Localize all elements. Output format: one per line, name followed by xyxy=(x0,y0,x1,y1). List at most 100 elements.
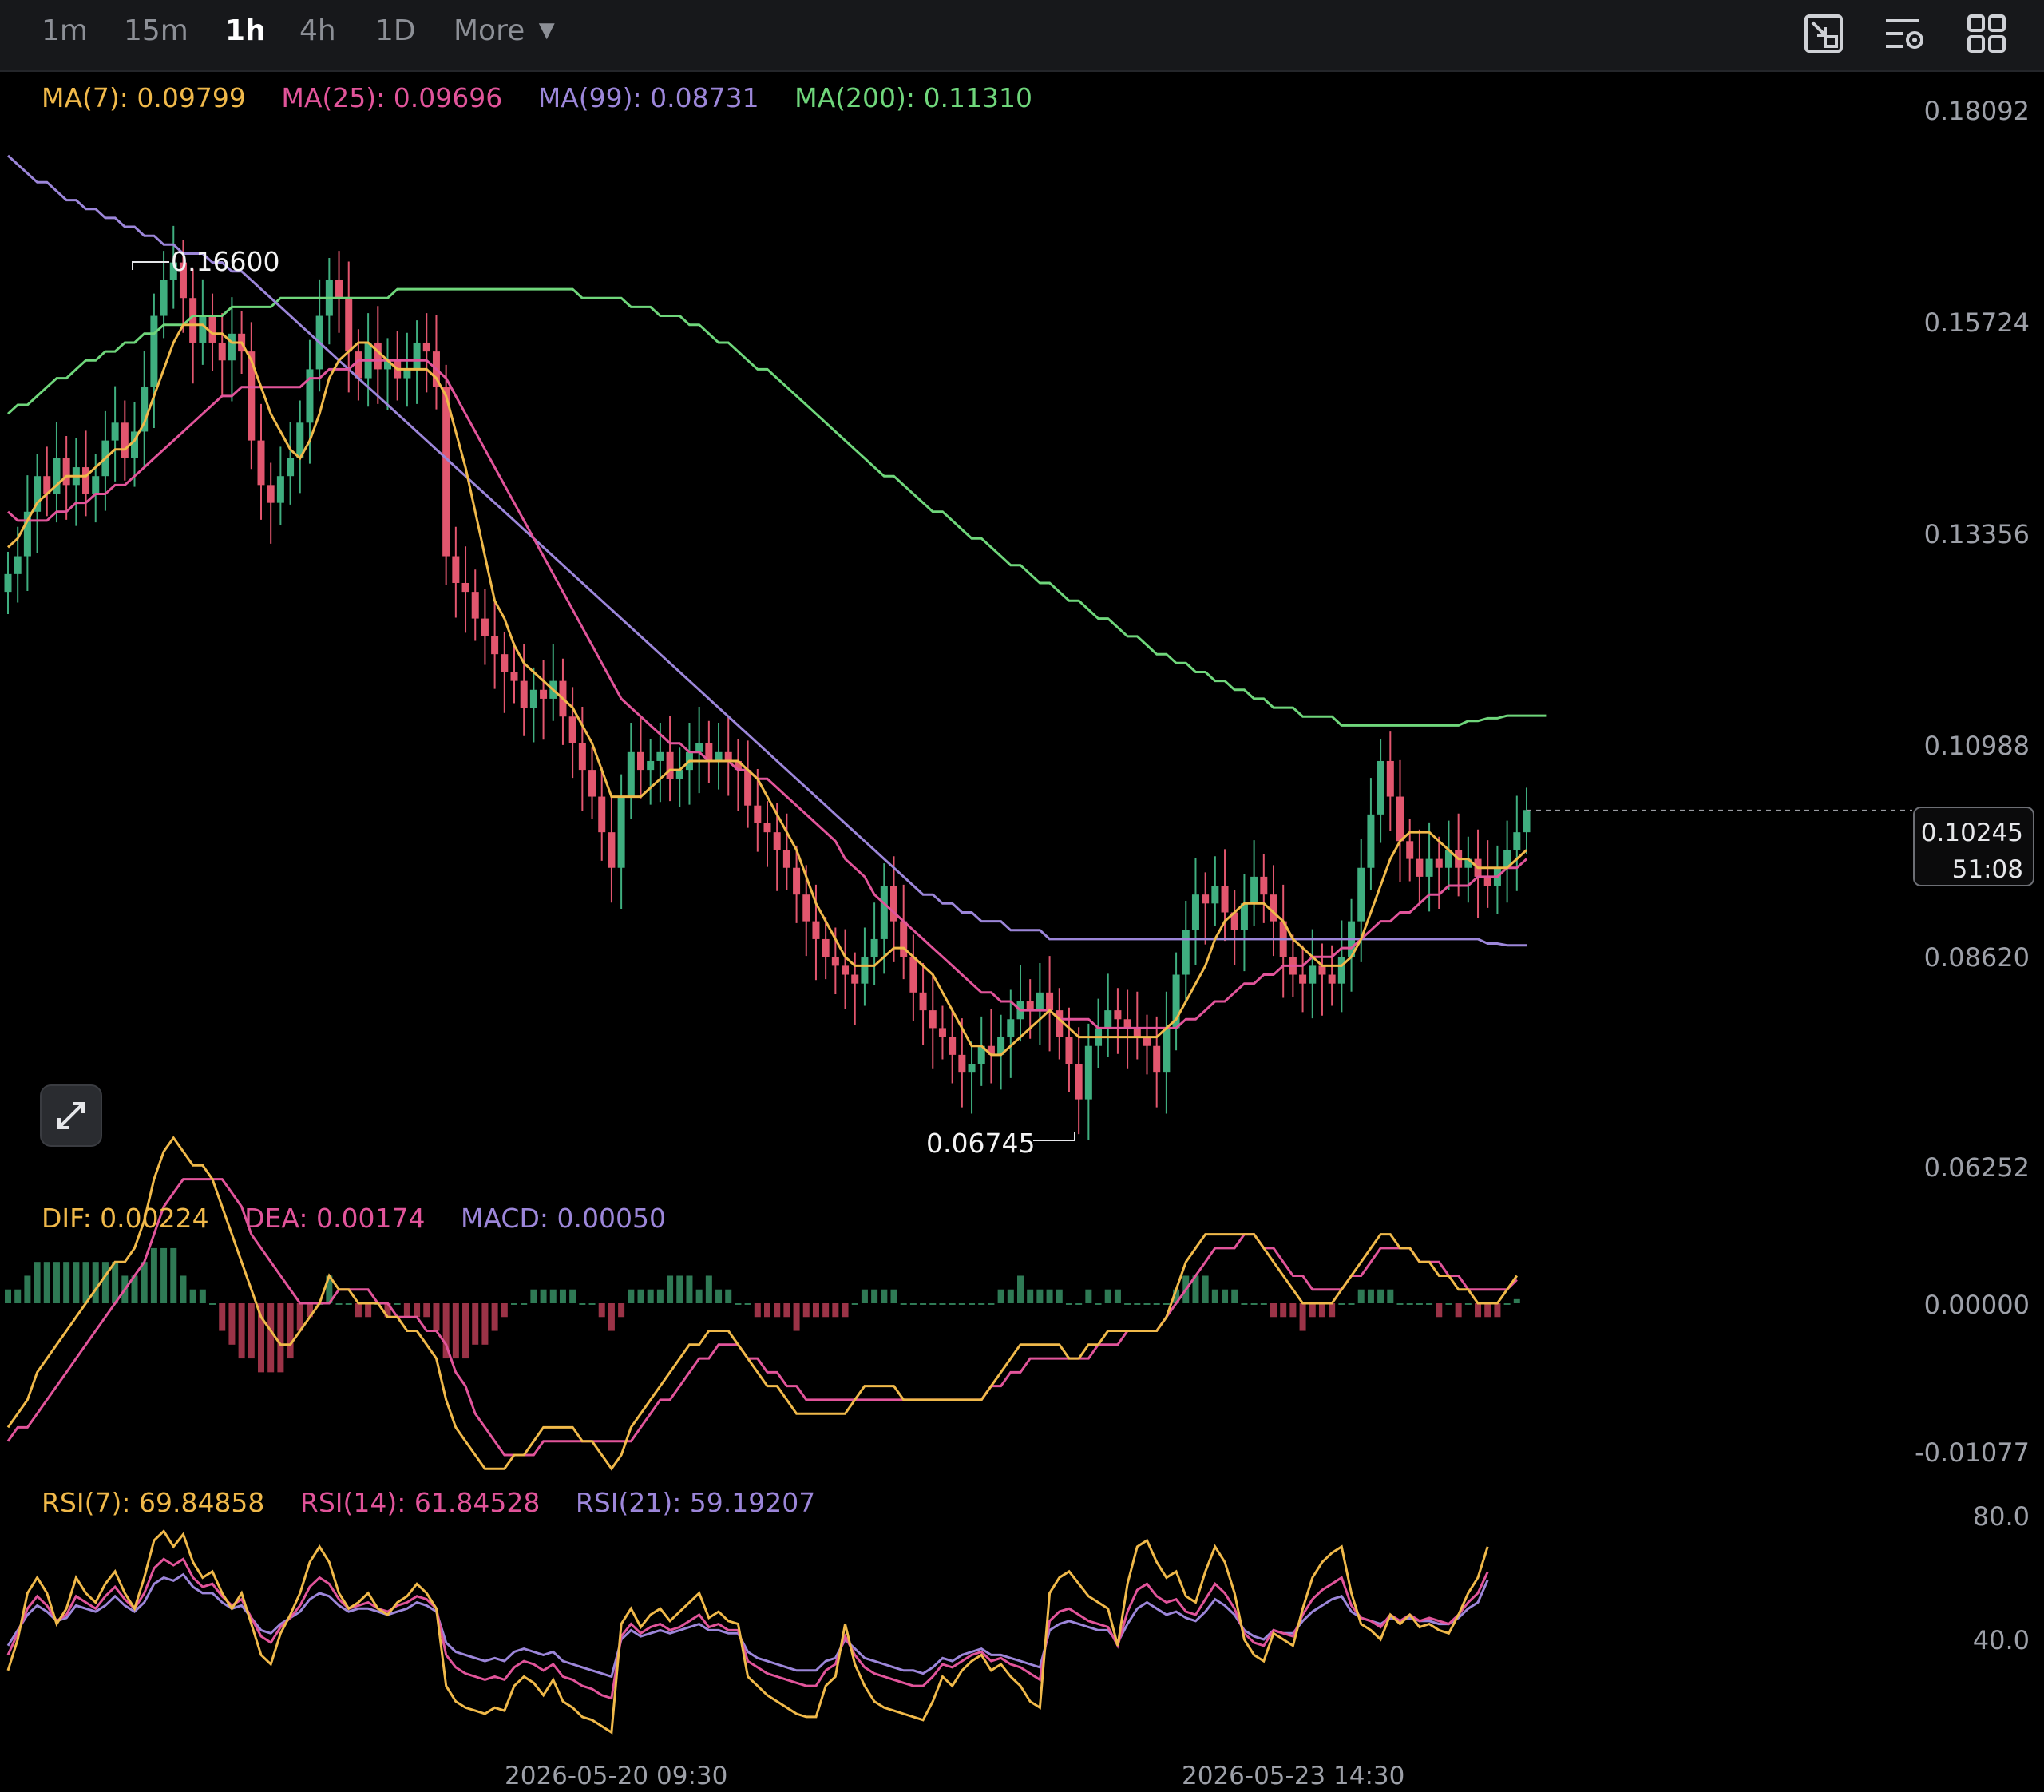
macd-bar xyxy=(628,1289,635,1303)
macd-bar xyxy=(900,1303,907,1305)
candle-body xyxy=(1007,1019,1015,1037)
candle xyxy=(355,329,362,401)
candle-body xyxy=(1503,850,1511,868)
current-price-value: 0.10245 xyxy=(1920,819,2023,847)
macd-bar xyxy=(53,1262,60,1303)
candle xyxy=(802,865,810,957)
candle xyxy=(997,1014,1005,1090)
candle xyxy=(92,454,100,523)
macd-bar xyxy=(82,1262,89,1303)
ma200-legend: MA(200): 0.11310 xyxy=(794,82,1032,113)
candle xyxy=(919,963,927,1045)
macd-bar xyxy=(1503,1303,1511,1305)
macd-bar xyxy=(170,1247,177,1303)
candle xyxy=(150,293,158,428)
candle xyxy=(715,723,723,790)
candle xyxy=(1221,849,1229,942)
macd-bar xyxy=(1085,1289,1092,1303)
timeframe-1d[interactable]: 1D xyxy=(375,14,416,47)
candle xyxy=(1211,856,1219,926)
macd-bar xyxy=(277,1303,284,1373)
macd-bar xyxy=(160,1247,168,1303)
candle xyxy=(705,720,713,783)
candle-body xyxy=(53,458,61,494)
candle-body xyxy=(1202,894,1210,904)
candle xyxy=(335,251,343,333)
price-chart[interactable] xyxy=(0,72,2044,1792)
candle xyxy=(1114,988,1122,1054)
macd-bar xyxy=(1348,1303,1355,1305)
candle xyxy=(141,351,149,466)
high-low-markers xyxy=(132,261,1075,1141)
macd-bar xyxy=(199,1289,206,1303)
macd-bar xyxy=(345,1303,352,1305)
macd-bar xyxy=(1017,1275,1024,1303)
macd-bar xyxy=(433,1303,440,1331)
candle xyxy=(870,902,878,985)
candle xyxy=(734,739,742,811)
candle xyxy=(111,386,119,482)
candle xyxy=(675,747,683,807)
candle-body xyxy=(62,458,70,486)
candle-body xyxy=(501,654,509,672)
candle xyxy=(72,438,80,526)
candle xyxy=(23,475,31,592)
candle-body xyxy=(744,770,752,806)
candle xyxy=(1065,1007,1073,1092)
timeframe-1m[interactable]: 1m xyxy=(42,14,88,47)
candle-body xyxy=(812,921,820,939)
candle xyxy=(782,813,790,890)
candle xyxy=(647,739,655,805)
timeframe-15m[interactable]: 15m xyxy=(124,14,188,47)
macd-bar xyxy=(1027,1289,1034,1303)
time-axis-label: 2026-05-20 09:30 xyxy=(505,1762,728,1790)
fullscreen-exit-icon[interactable] xyxy=(1800,10,1848,57)
macd-lines xyxy=(6,1136,1519,1471)
macd-bar xyxy=(511,1303,517,1305)
macd-bar xyxy=(1406,1303,1413,1305)
candle-body xyxy=(705,743,713,761)
macd-bar xyxy=(598,1303,605,1318)
expand-chart-button[interactable] xyxy=(40,1084,102,1147)
candle xyxy=(1396,759,1404,882)
timeframe-4h[interactable]: 4h xyxy=(299,14,336,47)
candle xyxy=(501,632,509,713)
candle-body xyxy=(520,680,528,708)
candle-body xyxy=(1386,760,1394,797)
macd-bar xyxy=(618,1303,625,1318)
more-dropdown[interactable]: More ▼ xyxy=(454,14,555,47)
chart-settings-icon[interactable] xyxy=(1881,10,1929,57)
macd-bar xyxy=(812,1303,819,1318)
timeframe-1h[interactable]: 1h xyxy=(225,14,266,47)
macd-bar xyxy=(131,1275,138,1303)
macd-bar xyxy=(1455,1303,1462,1318)
candle-body xyxy=(131,431,138,458)
macd-bar xyxy=(695,1289,703,1303)
candle xyxy=(452,526,460,618)
candle-body xyxy=(1309,965,1317,984)
macd-bar xyxy=(1104,1289,1111,1303)
macd-bar xyxy=(1192,1275,1199,1303)
candle xyxy=(656,723,664,803)
candle-body xyxy=(656,751,664,761)
candle xyxy=(1250,840,1258,926)
ma25-line xyxy=(6,359,1528,1029)
candle-body xyxy=(141,387,149,432)
macd-bar xyxy=(1396,1303,1404,1305)
candle-body xyxy=(43,476,51,494)
candle xyxy=(540,660,548,740)
layout-grid-icon[interactable] xyxy=(1963,10,2010,57)
macd-bar xyxy=(335,1303,343,1305)
candle xyxy=(568,687,576,779)
macd-bar xyxy=(783,1303,790,1318)
candle-body xyxy=(257,440,265,486)
candle-body xyxy=(1172,974,1180,1029)
candle xyxy=(267,462,275,544)
candle xyxy=(1143,1014,1151,1075)
candle xyxy=(987,1009,995,1084)
candle-body xyxy=(413,342,421,370)
candle-body xyxy=(782,850,790,868)
candle xyxy=(929,973,937,1069)
candle-body xyxy=(1270,894,1278,922)
macd-bar xyxy=(150,1247,157,1303)
